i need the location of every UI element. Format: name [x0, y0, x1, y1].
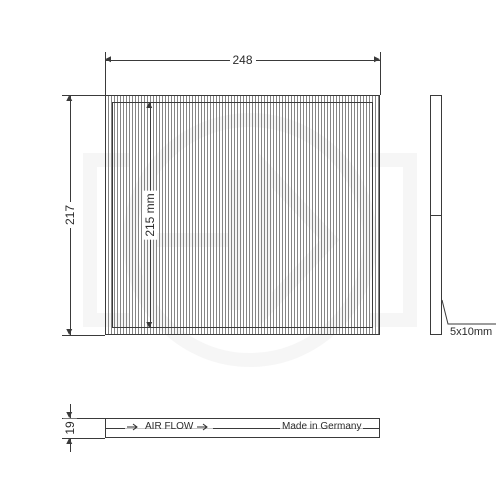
dimension-value: 19	[63, 418, 77, 437]
dimension-value: 215 mm	[143, 190, 157, 239]
dimension-value: 248	[229, 53, 255, 67]
side-dimension-annotation: 5x10mm	[450, 326, 492, 338]
dimension-value: 217	[63, 202, 77, 228]
airflow-text: AIR FLOW	[145, 421, 193, 432]
airflow-label: AIR FLOW	[125, 421, 213, 432]
made-in-text: Made in Germany	[282, 421, 361, 432]
made-in-label: Made in Germany	[280, 421, 363, 432]
filter-side-profile	[430, 95, 442, 335]
technical-drawing: 5x10mm AIR FLOW Made in Germany 248 217 …	[0, 0, 500, 500]
